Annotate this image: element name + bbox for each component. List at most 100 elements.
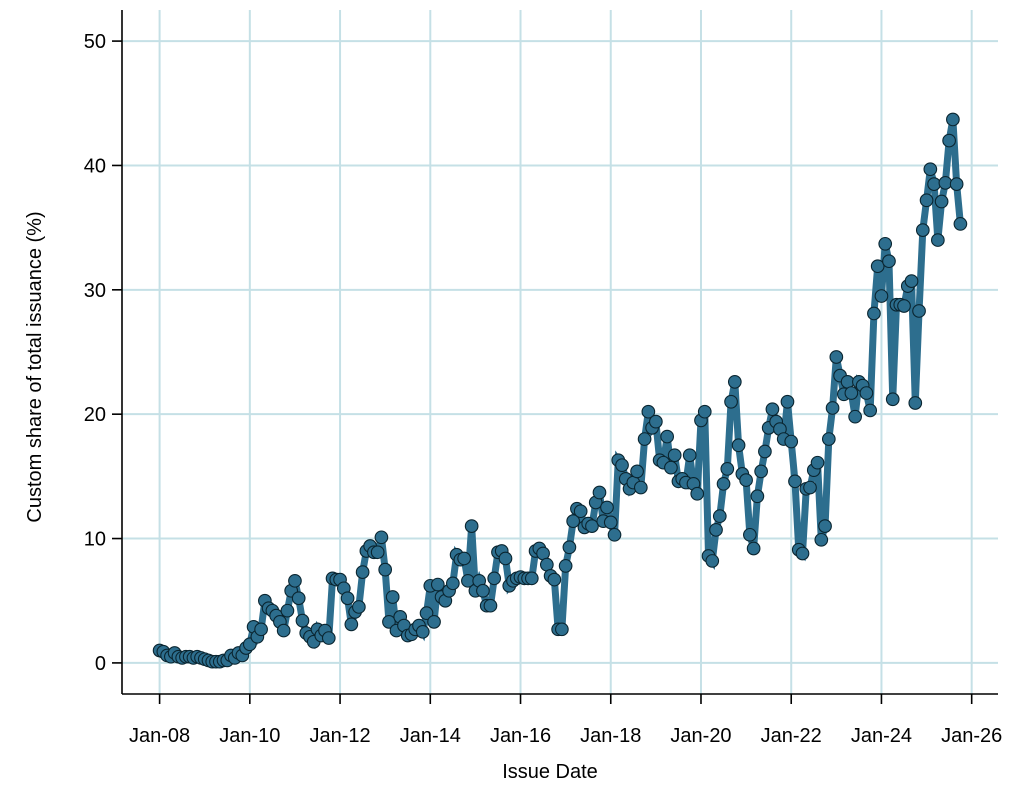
x-gridlines: [158, 10, 973, 694]
y-axis-title: Custom share of total issuance (%): [24, 211, 46, 522]
data-point: [382, 615, 396, 629]
data-point: [641, 404, 656, 419]
data-point: [637, 432, 652, 446]
data-point: [765, 402, 780, 417]
data-point: [378, 562, 393, 577]
x-tick-label: Jan-22: [761, 725, 822, 747]
data-point: [743, 527, 757, 542]
data-point: [288, 573, 302, 588]
y-tick-label: 20: [84, 404, 106, 426]
data-point: [487, 571, 502, 586]
data-point: [385, 590, 400, 604]
series-layer: [152, 112, 968, 669]
x-tick-label: Jan-24: [851, 725, 912, 747]
data-point: [780, 394, 795, 409]
data-point: [321, 631, 336, 645]
data-point: [712, 509, 727, 524]
x-tick-label: Jan-16: [490, 725, 551, 747]
data-point: [430, 577, 445, 592]
data-point: [867, 306, 881, 321]
y-tick-label: 40: [84, 155, 106, 177]
data-point: [930, 233, 945, 247]
data-point: [547, 572, 562, 587]
data-point: [573, 504, 588, 519]
data-point: [829, 350, 844, 364]
data-point: [720, 462, 735, 476]
data-point: [592, 485, 607, 500]
data-point: [848, 409, 862, 424]
data-point: [724, 394, 738, 409]
data-point: [374, 530, 389, 545]
data-point: [844, 386, 859, 400]
data-point: [859, 386, 874, 400]
data-point: [291, 591, 306, 606]
data-point: [340, 591, 355, 606]
data-point: [667, 448, 682, 463]
data-point: [682, 448, 697, 463]
data-point: [942, 133, 956, 148]
data-point: [276, 623, 291, 638]
data-point: [754, 464, 768, 479]
data-point: [814, 532, 829, 547]
data-point: [716, 476, 731, 491]
data-point: [750, 489, 765, 504]
x-ticks: Jan-08 Jan-10 Jan-12 Jan-14 Jan-16 Jan-18 Jan-…: [129, 694, 1002, 747]
data-point: [498, 551, 513, 566]
data-point: [415, 624, 430, 639]
data-point: [788, 474, 802, 489]
data-point: [818, 519, 832, 533]
data-point: [476, 583, 490, 598]
data-point: [863, 403, 878, 418]
data-point: [739, 473, 753, 487]
data-point: [795, 546, 810, 561]
data-point: [810, 455, 825, 470]
data-point: [912, 304, 926, 318]
data-point: [664, 460, 678, 475]
data-point: [870, 259, 885, 274]
data-point: [904, 274, 919, 288]
data-point: [821, 432, 836, 446]
data-point: [784, 434, 799, 449]
data-point: [709, 522, 723, 537]
data-point: [825, 401, 840, 415]
data-point: [649, 414, 663, 429]
data-point: [370, 545, 385, 560]
data-point: [919, 193, 934, 208]
data-point: [280, 603, 295, 618]
data-point: [344, 617, 359, 632]
data-point: [295, 613, 310, 628]
data-point: [483, 598, 498, 613]
data-point: [352, 600, 366, 614]
data-point: [633, 480, 648, 495]
x-tick-label: Jan-26: [941, 725, 1002, 747]
data-point: [803, 480, 817, 495]
data-point: [464, 519, 479, 533]
data-point: [923, 162, 938, 177]
data-point: [566, 514, 581, 528]
data-point: [946, 112, 960, 127]
data-point: [585, 519, 599, 533]
data-point: [555, 622, 569, 637]
data-point: [615, 458, 629, 473]
data-point: [949, 177, 964, 191]
x-tick-label: Jan-18: [580, 725, 641, 747]
y-tick-label: 30: [84, 280, 106, 302]
data-point: [660, 429, 675, 444]
data-point: [562, 540, 577, 555]
data-point: [878, 236, 893, 251]
axes: [121, 10, 998, 695]
data-point: [630, 464, 644, 479]
data-point: [446, 576, 460, 591]
data-point: [746, 541, 761, 556]
data-point: [697, 404, 712, 419]
data-point: [908, 396, 923, 410]
data-point: [607, 527, 622, 542]
data-point: [558, 559, 573, 573]
y-tick-label: 50: [84, 31, 106, 53]
data-point: [355, 565, 370, 579]
x-tick-label: Jan-20: [670, 725, 731, 747]
x-tick-label: Jan-10: [219, 725, 280, 747]
y-tick-label: 10: [84, 529, 106, 551]
data-point: [524, 571, 539, 586]
